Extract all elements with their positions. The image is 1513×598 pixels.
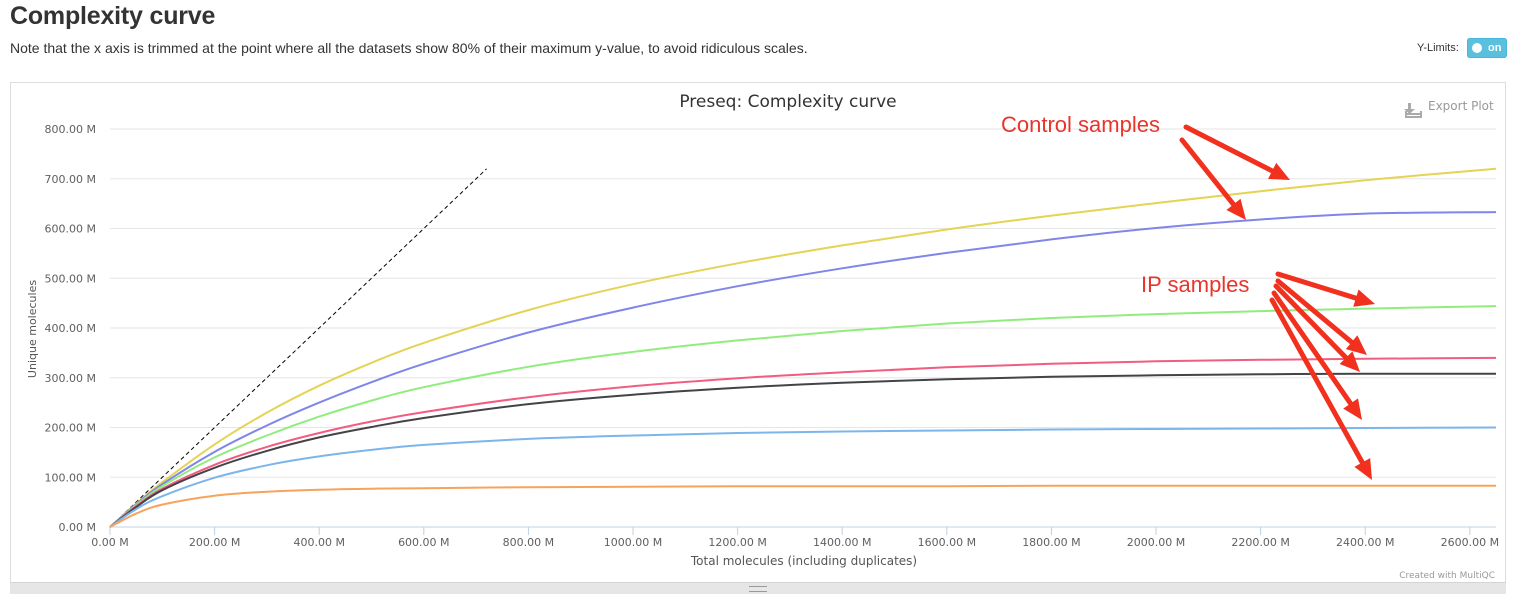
- annotation-arrow-4: [1275, 278, 1367, 355]
- annotation-ip: IP samples: [1141, 272, 1249, 297]
- annotations: Control samples IP samples: [1001, 112, 1375, 480]
- y-tick-label: 400.00 M: [45, 322, 96, 335]
- download-icon: [1404, 103, 1422, 118]
- series-line-2[interactable]: [109, 211, 1497, 528]
- x-tick-label: 2000.00 M: [1127, 536, 1185, 549]
- series-line-6[interactable]: [109, 426, 1497, 528]
- ylimits-label: Y-Limits:: [1417, 42, 1459, 54]
- y-tick-label: 0.00 M: [59, 521, 96, 534]
- export-plot-label: Export Plot: [1428, 99, 1494, 113]
- series-line-1[interactable]: [109, 167, 1497, 528]
- series-line-7[interactable]: [109, 484, 1496, 528]
- ylimits-toggle[interactable]: on: [1467, 38, 1507, 58]
- annotation-arrow-5: [1273, 283, 1360, 372]
- x-tick-label: 800.00 M: [503, 536, 554, 549]
- page-title: Complexity curve: [10, 2, 216, 30]
- toggle-knob-icon: [1472, 43, 1482, 53]
- y-tick-labels: 0.00 M 100.00 M 200.00 M 300.00 M 400.00 M 50…: [45, 123, 96, 534]
- annotation-arrow-7: [1269, 297, 1372, 480]
- x-tick-label: 2200.00 M: [1231, 536, 1289, 549]
- y-tick-label: 800.00 M: [45, 123, 96, 136]
- created-with-credit: Created with MultiQC: [1399, 571, 1495, 581]
- x-tick-label: 200.00 M: [189, 536, 240, 549]
- annotation-control: Control samples: [1001, 112, 1160, 137]
- x-tick-label: 2400.00 M: [1336, 536, 1394, 549]
- x-tick-label: 1800.00 M: [1022, 536, 1080, 549]
- series-lines: [109, 167, 1497, 528]
- trim-note: Note that the x axis is trimmed at the p…: [10, 40, 808, 56]
- export-plot-button[interactable]: Export Plot: [1404, 99, 1494, 118]
- y-tick-label: 100.00 M: [45, 471, 96, 484]
- y-tick-label: 500.00 M: [45, 272, 96, 285]
- resize-handle[interactable]: [10, 582, 1506, 594]
- series-line-4[interactable]: [109, 356, 1497, 528]
- y-axis-title: Unique molecules: [26, 280, 39, 378]
- x-tick-label: 1600.00 M: [918, 536, 976, 549]
- x-axis-title: Total molecules (including duplicates): [690, 554, 917, 568]
- y-tick-label: 700.00 M: [45, 173, 96, 186]
- toggle-state: on: [1488, 42, 1502, 54]
- axes: [109, 526, 1496, 535]
- series-line-3[interactable]: [109, 305, 1497, 528]
- x-tick-label: 400.00 M: [293, 536, 344, 549]
- annotation-arrow-6: [1271, 290, 1362, 420]
- grip-icon: [749, 586, 767, 592]
- annotation-arrows: [1179, 124, 1375, 480]
- chart-title: Preseq: Complexity curve: [679, 92, 896, 112]
- annotation-arrow-1: [1183, 124, 1290, 180]
- annotation-arrow-3: [1275, 271, 1375, 307]
- y-tick-label: 600.00 M: [45, 223, 96, 236]
- grid-lines: [110, 128, 1496, 478]
- annotation-arrow-2: [1179, 137, 1246, 220]
- x-tick-label: 600.00 M: [398, 536, 449, 549]
- y-tick-label: 200.00 M: [45, 422, 96, 435]
- x-tick-label: 1200.00 M: [708, 536, 766, 549]
- reference-line: [109, 168, 487, 528]
- x-tick-labels: 0.00 M 200.00 M 400.00 M 600.00 M 800.00 M 10…: [91, 536, 1499, 549]
- series-line-5[interactable]: [109, 372, 1497, 528]
- x-tick-label: 1400.00 M: [813, 536, 871, 549]
- y-tick-label: 300.00 M: [45, 372, 96, 385]
- x-tick-label: 0.00 M: [91, 536, 128, 549]
- x-tick-label: 2600.00 M: [1441, 536, 1499, 549]
- x-tick-label: 1000.00 M: [604, 536, 662, 549]
